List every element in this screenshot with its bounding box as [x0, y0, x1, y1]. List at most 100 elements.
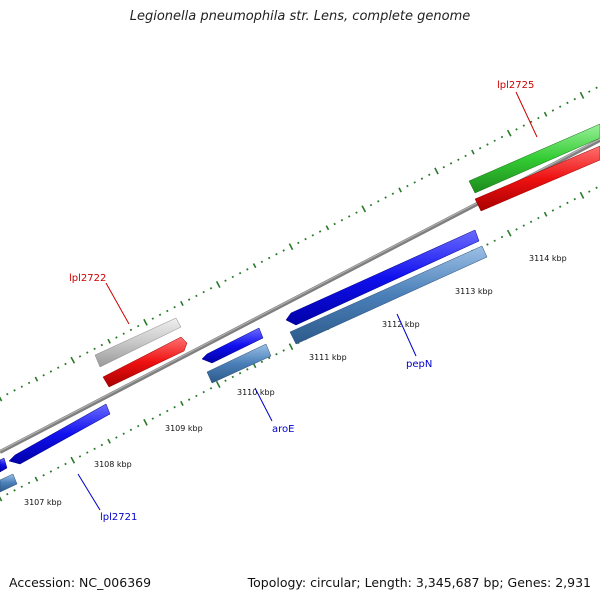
gene-aroE-cds[interactable]	[201, 327, 264, 364]
upper-track-tick	[457, 158, 460, 161]
upper-track-tick	[493, 139, 496, 142]
upper-track-tick	[151, 317, 155, 320]
lower-track-tick	[115, 436, 118, 439]
upper-track-tick	[64, 362, 67, 366]
upper-track-tick	[333, 222, 336, 226]
upper-track-tick	[537, 116, 540, 120]
gene-lpl2722-red[interactable]	[102, 336, 188, 388]
leader-lpl2725	[515, 91, 538, 138]
lower-track-tick	[129, 428, 133, 432]
upper-track-tick	[252, 263, 257, 269]
lower-track-tick	[529, 220, 533, 224]
kbp-label-3109: 3109 kbp	[165, 424, 203, 433]
lower-track-tick	[86, 451, 89, 454]
gene-label-pepN[interactable]: pepN	[406, 359, 432, 370]
upper-track-tick	[78, 355, 82, 358]
upper-track-tick	[166, 309, 169, 313]
lower-track-tick	[107, 438, 111, 444]
upper-track-tick	[406, 184, 409, 188]
gene-aroE-cds-reverse[interactable]	[206, 343, 272, 384]
lower-track-tick	[42, 474, 45, 477]
upper-track-tick	[173, 305, 176, 309]
upper-track-tick	[486, 143, 489, 146]
lower-track-tick	[78, 455, 82, 458]
upper-track-tick	[115, 336, 118, 339]
gene-lpl2721-cds-reverse[interactable]	[0, 473, 18, 493]
gene-lpl2725-green[interactable]	[468, 123, 600, 194]
upper-track-tick	[129, 328, 133, 332]
upper-track-tick	[471, 149, 475, 155]
upper-track-tick	[122, 332, 125, 335]
upper-track-tick	[318, 230, 322, 233]
gene-pepN-cds[interactable]	[285, 229, 480, 326]
gene-pepN-cds-reverse[interactable]	[289, 245, 488, 345]
lower-track-tick	[122, 432, 125, 435]
gene-label-lpl2725[interactable]: lpl2725	[497, 80, 534, 91]
leader-aroE	[254, 387, 273, 422]
lower-track-tick	[275, 352, 278, 356]
upper-track-tick	[267, 256, 271, 260]
lower-track-tick	[195, 394, 198, 398]
lower-track-tick	[493, 239, 496, 242]
gene-label-lpl2722[interactable]: lpl2722	[69, 273, 106, 284]
gene-lpl2722-gray[interactable]	[94, 317, 182, 368]
upper-track-tick	[260, 260, 264, 264]
upper-track-tick	[579, 91, 585, 99]
lower-track-tick	[6, 492, 9, 496]
upper-track-tick	[428, 173, 431, 177]
upper-track-tick	[158, 313, 162, 317]
lower-track-tick	[209, 387, 213, 390]
gene-label-lpl2721[interactable]: lpl2721	[100, 512, 137, 523]
lower-track-tick	[187, 398, 191, 401]
lower-track-tick	[595, 186, 598, 190]
lower-track-tick	[238, 371, 242, 375]
kbp-label-3108: 3108 kbp	[94, 460, 132, 469]
upper-track-tick	[420, 177, 424, 180]
lower-track-tick	[260, 360, 264, 364]
lower-track-tick	[100, 443, 104, 447]
lower-track-tick	[180, 400, 184, 406]
lower-track-tick	[70, 456, 76, 464]
kbp-label-3112: 3112 kbp	[382, 320, 420, 329]
upper-track-tick	[311, 234, 315, 237]
lower-track-tick	[252, 363, 257, 369]
lower-track-tick	[215, 381, 221, 388]
upper-track-tick	[551, 109, 555, 112]
upper-track-tick	[398, 187, 402, 193]
lower-tick-track	[0, 186, 598, 502]
lower-track-tick	[282, 349, 285, 352]
upper-track-tick	[0, 396, 3, 402]
lower-track-tick	[136, 424, 140, 428]
upper-track-tick	[515, 128, 518, 131]
gene-cds-left-edge[interactable]	[0, 457, 8, 473]
map-title: Legionella pneumophila str. Lens, comple…	[129, 9, 471, 24]
upper-track-tick	[20, 385, 23, 388]
kbp-label-3110: 3110 kbp	[237, 388, 275, 397]
upper-track-tick	[180, 300, 184, 306]
upper-track-tick	[288, 243, 294, 251]
upper-track-tick	[529, 120, 533, 124]
upper-track-tick	[361, 205, 367, 213]
lower-track-tick	[543, 211, 548, 217]
upper-track-tick	[588, 90, 591, 93]
upper-track-tick	[355, 211, 358, 214]
upper-track-tick	[304, 237, 307, 241]
lower-track-tick	[20, 485, 23, 488]
upper-track-tick	[566, 101, 569, 105]
upper-track-tick	[595, 86, 598, 90]
upper-track-tick	[500, 135, 504, 139]
upper-track-tick	[377, 200, 380, 203]
upper-track-tick	[27, 381, 31, 385]
kbp-label-3113: 3113 kbp	[455, 287, 493, 296]
upper-track-tick	[449, 162, 453, 165]
lower-track-tick	[0, 496, 3, 502]
gene-lpl2721-cds[interactable]	[8, 403, 111, 465]
lower-track-tick	[566, 201, 569, 205]
gene-label-aroE[interactable]: aroE	[272, 424, 294, 435]
upper-track-tick	[215, 281, 221, 288]
upper-track-tick	[325, 225, 330, 231]
upper-track-tick	[202, 290, 205, 294]
gene-lpl2725-red[interactable]	[474, 145, 600, 212]
upper-track-tick	[42, 374, 45, 377]
